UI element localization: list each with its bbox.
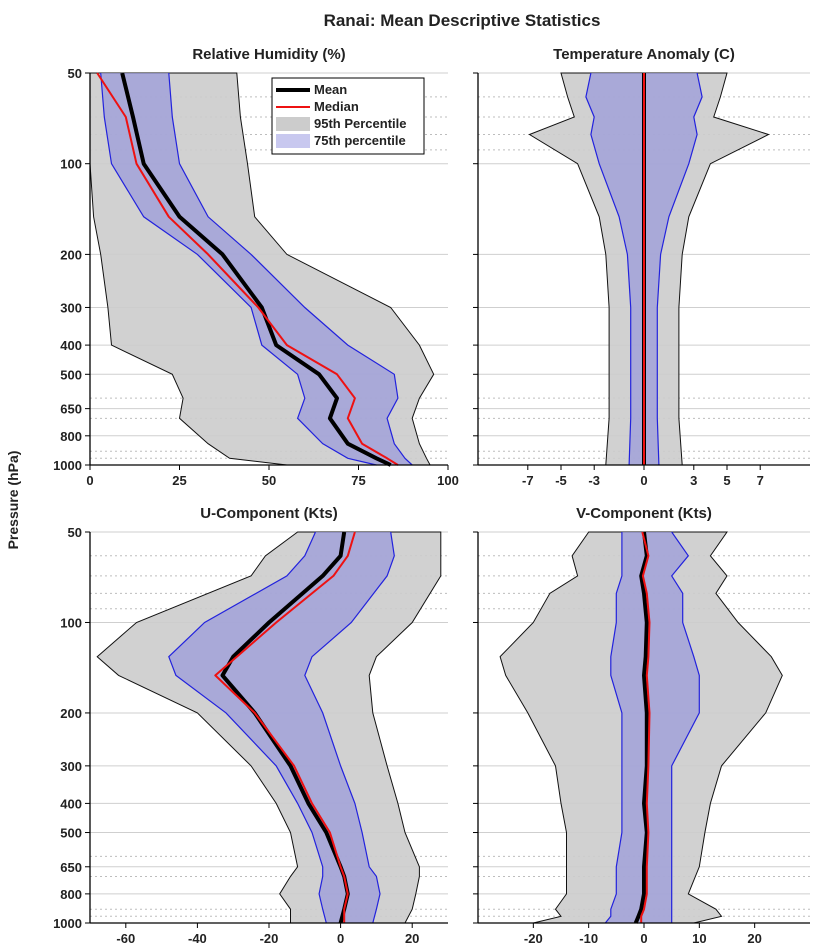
x-tick-label: 20: [405, 931, 419, 946]
x-tick-label: -3: [588, 473, 600, 488]
x-tick-label: 7: [757, 473, 764, 488]
legend: Mean Median 95th Percentile 75th percentile: [271, 77, 425, 155]
x-tick-label: -40: [188, 931, 207, 946]
x-tick-label: 0: [640, 931, 647, 946]
band-75th-lower-edge: [168, 531, 327, 924]
x-tick-label: 5: [723, 473, 730, 488]
panel-1: Relative Humidity (%) 0 25 50 75 100 50 100 200 3…: [53, 46, 459, 488]
legend-label-p75: 75th percentile: [314, 133, 406, 148]
median-line: [214, 531, 356, 923]
x-tick-label: 0: [337, 931, 344, 946]
y-tick-label: 100: [60, 157, 82, 172]
x-tick-label: 25: [172, 473, 186, 488]
x-tick-label: 10: [692, 931, 706, 946]
band-75th-upper-edge: [670, 531, 700, 923]
median-line: [640, 531, 651, 923]
x-tick-label: 0: [86, 473, 93, 488]
band-75th-lower-edge: [585, 72, 632, 466]
x-tick-label: -20: [260, 931, 279, 946]
x-tick-label: 3: [690, 473, 697, 488]
y-tick-label: 200: [60, 247, 82, 262]
y-tick-label: 800: [60, 429, 82, 444]
y-tick-label: 500: [60, 826, 82, 841]
panel-4: V-Component (Kts) -20 -10 0 10 20: [473, 505, 810, 946]
band-75th-percentile: [168, 532, 395, 923]
y-tick-label: 800: [60, 887, 82, 902]
x-tick-label: -20: [524, 931, 543, 946]
median-line: [96, 72, 399, 466]
x-tick-label: 75: [351, 473, 365, 488]
y-tick-label: 1000: [53, 916, 82, 931]
y-tick-label: 300: [60, 300, 82, 315]
y-tick-label: 400: [60, 338, 82, 353]
band-75th-lower-edge: [604, 532, 623, 924]
panels: Relative Humidity (%)0 25 50 75 100501002003…: [53, 46, 810, 946]
mean-line: [633, 531, 649, 924]
band-75th-upper-edge: [656, 72, 703, 466]
band-75th-upper-edge: [304, 531, 395, 924]
y-tick-label: 1000: [53, 458, 82, 473]
y-tick-label: 100: [60, 615, 82, 630]
panel-title: V-Component (Kts): [576, 505, 712, 522]
y-tick-label: 50: [68, 66, 82, 81]
panel-title: U-Component (Kts): [200, 505, 337, 522]
y-tick-label: 50: [68, 525, 82, 540]
legend-swatch-p95: [276, 117, 310, 131]
x-tick-label: -5: [555, 473, 567, 488]
y-tick-label: 200: [60, 706, 82, 721]
y-tick-label: 300: [60, 759, 82, 774]
x-tick-label: -7: [522, 473, 534, 488]
x-tick-label: -10: [579, 931, 598, 946]
mean-line: [120, 72, 392, 467]
legend-label-mean: Mean: [314, 82, 347, 97]
band-75th-percentile: [100, 73, 413, 465]
band-75th-percentile: [605, 532, 700, 923]
panel-3: U-Component (Kts) -60 -40 -20 0 20 50 100 200 300…: [53, 505, 448, 946]
x-tick-label: 50: [262, 473, 276, 488]
band-75th-upper-edge: [168, 72, 413, 466]
panel-title: Temperature Anomaly (C): [553, 46, 735, 63]
y-tick-label: 500: [60, 367, 82, 382]
legend-label-median: Median: [314, 99, 359, 114]
figure-title: Ranai: Mean Descriptive Statistics: [324, 11, 601, 30]
legend-label-p95: 95th Percentile: [314, 116, 407, 131]
y-axis-label: Pressure (hPa): [5, 451, 21, 550]
x-tick-label: 20: [747, 931, 761, 946]
x-tick-label: -60: [116, 931, 135, 946]
legend-swatch-p75: [276, 134, 310, 148]
y-tick-label: 400: [60, 796, 82, 811]
x-tick-label: 0: [640, 473, 647, 488]
panel-title: Relative Humidity (%): [192, 46, 345, 63]
panel-2: Temperature Anomaly (C) -7 -5 -3 0 3 5 7: [473, 46, 810, 488]
x-tick-label: 100: [437, 473, 459, 488]
y-tick-label: 650: [60, 402, 82, 417]
band-75th-lower-edge: [100, 72, 377, 466]
y-tick-label: 650: [60, 860, 82, 875]
